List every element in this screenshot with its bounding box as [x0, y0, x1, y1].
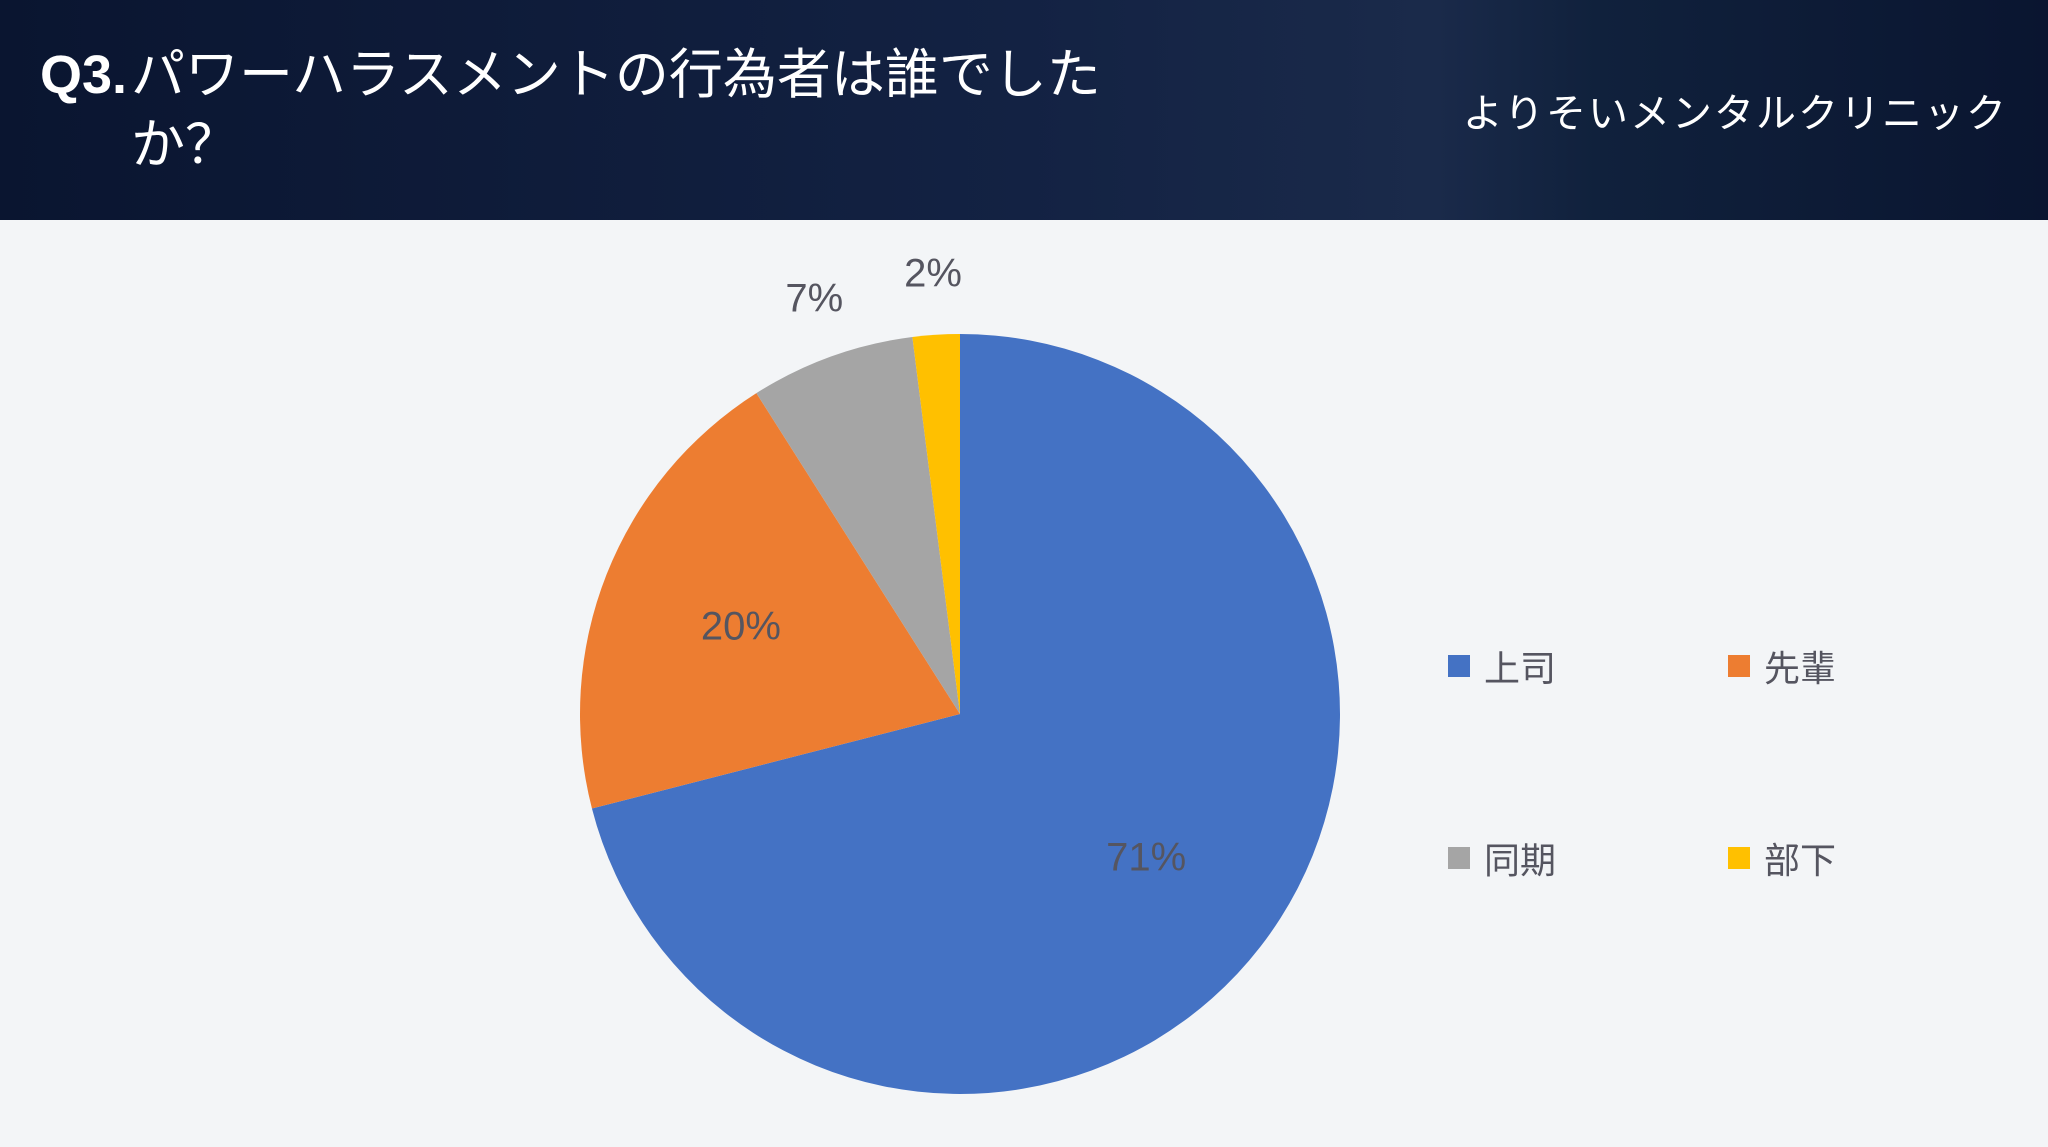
- slide-header: Q3. パワーハラスメントの行為者は誰でした か？ よりそいメンタルクリニック: [0, 0, 2048, 220]
- legend-item-peer: 同期: [1448, 832, 1688, 884]
- legend-swatch: [1448, 847, 1470, 869]
- legend-item-senior: 先輩: [1728, 640, 1968, 692]
- legend-swatch: [1728, 655, 1750, 677]
- legend-label: 先輩: [1764, 640, 1836, 692]
- legend-swatch: [1448, 655, 1470, 677]
- question-text: パワーハラスメントの行為者は誰でした か？: [127, 40, 1101, 180]
- title-block: Q3. パワーハラスメントの行為者は誰でした か？: [40, 40, 1101, 180]
- legend-item-boss: 上司: [1448, 640, 1688, 692]
- question-text-line1: パワーハラスメントの行為者は誰でした: [131, 45, 1101, 105]
- legend-label: 部下: [1764, 832, 1836, 884]
- brand-name: よりそいメンタルクリニック: [1463, 81, 2008, 139]
- chart-body: 71%20%7%2% 上司 先輩 同期 部下: [0, 220, 2048, 1147]
- legend-label: 上司: [1484, 640, 1556, 692]
- question-number: Q3.: [40, 40, 127, 110]
- legend-label: 同期: [1484, 832, 1556, 884]
- question-text-line2: か？: [131, 115, 239, 175]
- legend: 上司 先輩 同期 部下: [1448, 640, 1968, 884]
- legend-item-subordinate: 部下: [1728, 832, 1968, 884]
- slide: Q3. パワーハラスメントの行為者は誰でした か？ よりそいメンタルクリニック …: [0, 0, 2048, 1147]
- legend-swatch: [1728, 847, 1750, 869]
